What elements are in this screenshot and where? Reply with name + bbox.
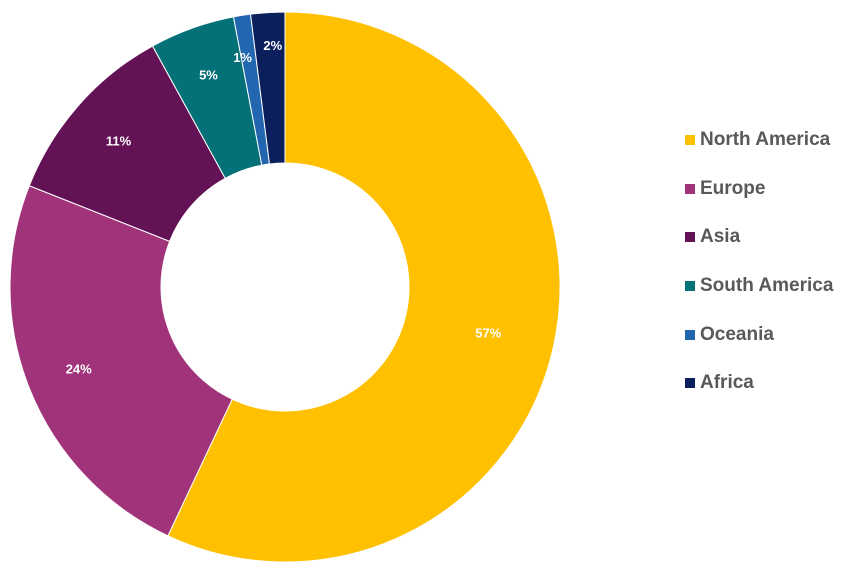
data-label-africa: 2% (263, 38, 282, 53)
legend-item-oceania[interactable]: Oceania (685, 310, 833, 359)
donut-data-labels: 57% 24% 11% 5% 1% 2% (66, 38, 502, 376)
legend-swatch (685, 329, 695, 340)
legend-label: North America (700, 129, 831, 151)
data-label-asia: 11% (106, 133, 132, 148)
donut-slices (9, 11, 561, 563)
legend-label: Europe (700, 177, 766, 199)
slice-africa[interactable] (249, 11, 286, 165)
legend-label: Africa (700, 372, 754, 394)
legend-item-europe[interactable]: Europe (685, 165, 833, 214)
legend-label: Oceania (700, 323, 774, 345)
legend-item-south-america[interactable]: South America (685, 262, 833, 311)
legend-label: South America (700, 275, 834, 297)
legend-item-asia[interactable]: Asia (685, 213, 833, 262)
slice-north-america[interactable] (167, 11, 561, 563)
legend-swatch (685, 378, 695, 389)
legend-swatch (685, 281, 695, 292)
legend-swatch (685, 183, 695, 194)
legend-item-africa[interactable]: Africa (685, 359, 833, 408)
legend-item-north-america[interactable]: North America (685, 116, 833, 165)
legend-swatch (685, 232, 695, 243)
legend-swatch (685, 135, 695, 146)
data-label-north-america: 57% (475, 325, 501, 340)
data-label-europe: 24% (66, 362, 92, 377)
data-label-south-america: 5% (199, 67, 218, 82)
data-label-oceania: 1% (233, 50, 252, 65)
legend-label: Asia (700, 226, 741, 248)
slice-europe[interactable] (9, 185, 233, 537)
chart-legend: North America Europe Asia South America … (685, 116, 833, 408)
